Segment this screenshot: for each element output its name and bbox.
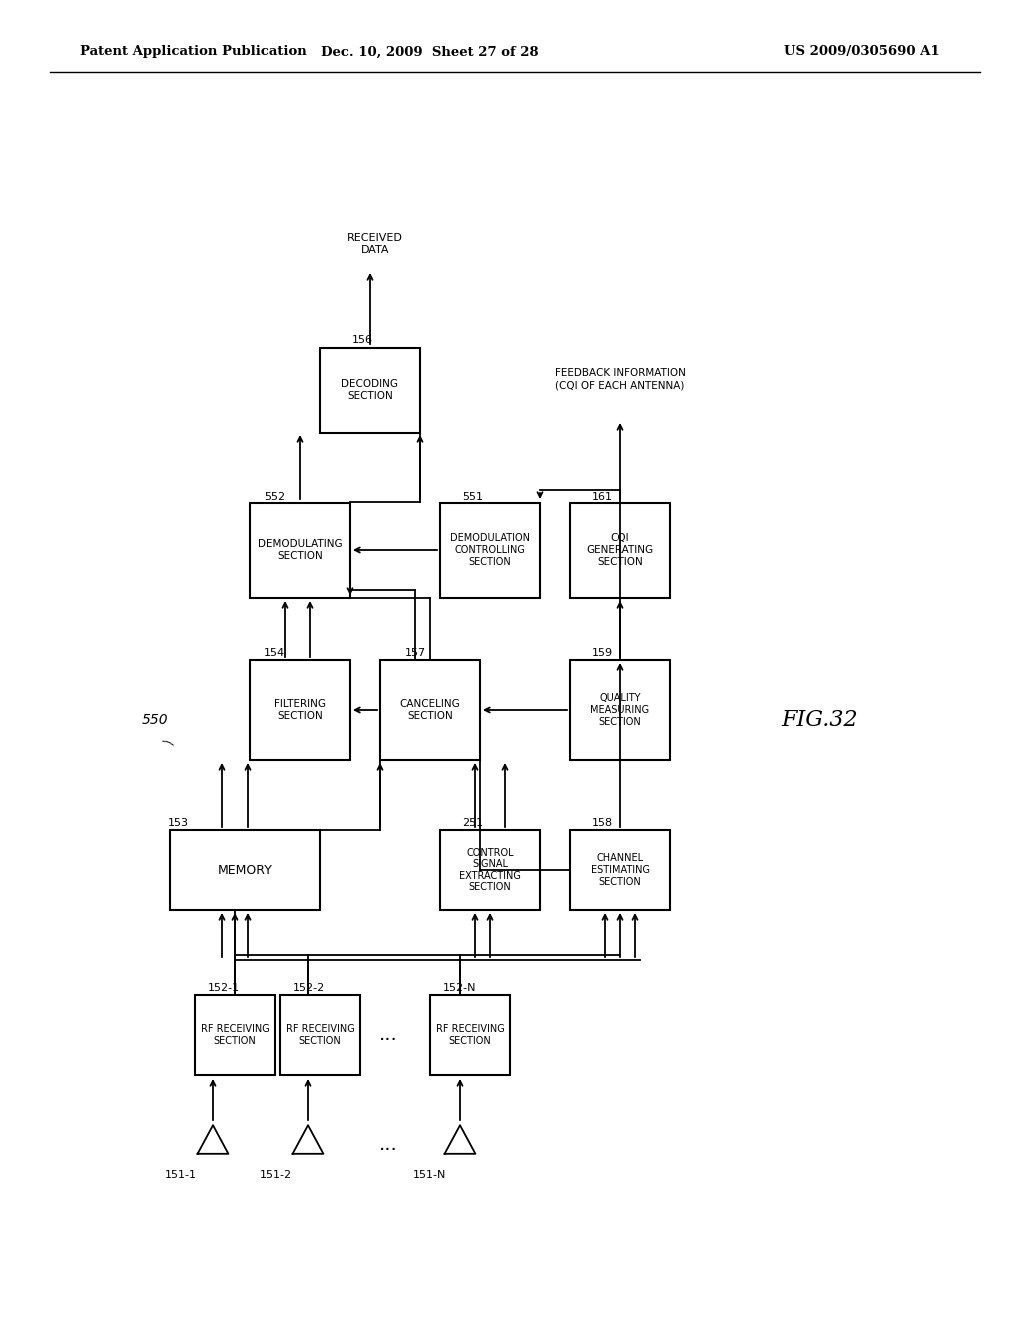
Text: QUALITY
MEASURING
SECTION: QUALITY MEASURING SECTION (591, 693, 649, 726)
Bar (570, 503, 670, 598)
Text: ...: ... (379, 1135, 397, 1155)
Text: 551: 551 (462, 492, 483, 502)
Text: DEMODULATION
CONTROLLING
SECTION: DEMODULATION CONTROLLING SECTION (450, 533, 530, 566)
Text: FIG.32: FIG.32 (781, 709, 858, 731)
Text: RECEIVED
DATA: RECEIVED DATA (347, 234, 402, 255)
Text: 159: 159 (592, 648, 613, 657)
Text: US 2009/0305690 A1: US 2009/0305690 A1 (784, 45, 940, 58)
Text: 152-2: 152-2 (293, 983, 326, 993)
Text: RF RECEIVING
SECTION: RF RECEIVING SECTION (435, 1024, 505, 1045)
Bar (570, 660, 670, 760)
Text: DECODING
SECTION: DECODING SECTION (341, 379, 398, 401)
Text: 552: 552 (264, 492, 285, 502)
Text: FILTERING
SECTION: FILTERING SECTION (274, 700, 326, 721)
Text: 153: 153 (168, 818, 189, 828)
Text: ⁀: ⁀ (158, 742, 173, 759)
Text: 550: 550 (141, 713, 168, 727)
Text: CHANNEL
ESTIMATING
SECTION: CHANNEL ESTIMATING SECTION (591, 854, 649, 887)
Text: 152-1: 152-1 (208, 983, 240, 993)
Bar (440, 830, 540, 909)
Bar (570, 830, 670, 909)
Bar (430, 995, 510, 1074)
Bar (280, 995, 360, 1074)
Text: 154: 154 (264, 648, 285, 657)
Text: Dec. 10, 2009  Sheet 27 of 28: Dec. 10, 2009 Sheet 27 of 28 (322, 45, 539, 58)
Text: 152-N: 152-N (443, 983, 476, 993)
Bar (440, 503, 540, 598)
Text: 157: 157 (406, 648, 426, 657)
Text: Patent Application Publication: Patent Application Publication (80, 45, 307, 58)
Text: 151-1: 151-1 (165, 1170, 197, 1180)
Text: 251: 251 (462, 818, 483, 828)
Text: 161: 161 (592, 492, 613, 502)
Text: RF RECEIVING
SECTION: RF RECEIVING SECTION (286, 1024, 354, 1045)
Text: CQI
GENERATING
SECTION: CQI GENERATING SECTION (587, 533, 653, 566)
Bar (250, 660, 350, 760)
Text: MEMORY: MEMORY (217, 863, 272, 876)
Text: 151-2: 151-2 (260, 1170, 292, 1180)
Text: RF RECEIVING
SECTION: RF RECEIVING SECTION (201, 1024, 269, 1045)
Bar (250, 503, 350, 598)
Text: CANCELING
SECTION: CANCELING SECTION (399, 700, 461, 721)
Text: ...: ... (379, 1026, 397, 1044)
Bar (170, 830, 319, 909)
Text: 151-N: 151-N (413, 1170, 446, 1180)
Bar (195, 995, 275, 1074)
Bar (319, 347, 420, 433)
Bar (380, 660, 480, 760)
Text: FEEDBACK INFORMATION
(CQI OF EACH ANTENNA): FEEDBACK INFORMATION (CQI OF EACH ANTENN… (555, 368, 685, 389)
Text: 156: 156 (352, 335, 373, 345)
Text: DEMODULATING
SECTION: DEMODULATING SECTION (258, 539, 342, 561)
Text: 158: 158 (592, 818, 613, 828)
Text: CONTROL
SIGNAL
EXTRACTING
SECTION: CONTROL SIGNAL EXTRACTING SECTION (459, 847, 521, 892)
